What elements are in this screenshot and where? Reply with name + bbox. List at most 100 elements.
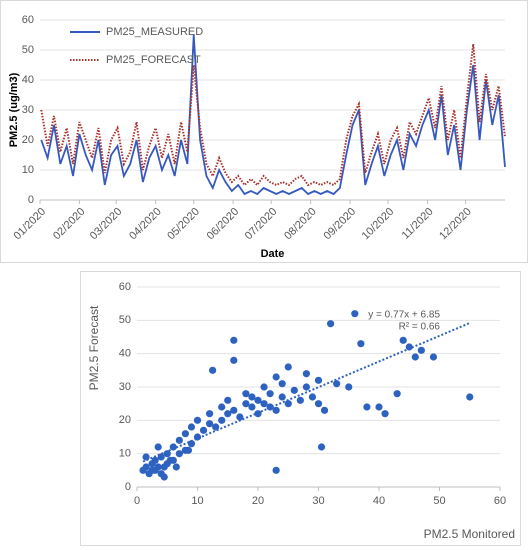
y-tick-label: 20 [22, 134, 34, 146]
scatter-point [224, 396, 232, 404]
scatter-point [154, 463, 162, 471]
legend-label: PM25_MEASURED [106, 26, 203, 38]
x-tick-label: 08/2020 [282, 206, 319, 243]
scatter-point [154, 443, 162, 451]
x-tick-label: 60 [494, 495, 506, 507]
scatter-point [160, 473, 168, 481]
scatter-point [230, 406, 238, 414]
scatter-point [142, 463, 150, 471]
scatter-point [466, 393, 474, 401]
x-tick-label: 02/2020 [51, 206, 88, 243]
y-tick-label: 50 [119, 314, 131, 326]
line-series [40, 34, 506, 196]
scatter-point [248, 403, 256, 411]
scatter-point [314, 400, 323, 408]
scatter-point [166, 456, 174, 464]
x-tick-label: 11/2020 [400, 206, 436, 242]
scatter-point [230, 356, 238, 364]
scatter-point [260, 383, 268, 391]
scatter-point [333, 380, 341, 388]
scatter-point [169, 443, 177, 451]
x-tick-label: 50 [433, 495, 445, 507]
x-tick-label: 06/2020 [205, 206, 242, 243]
scatter-point [242, 390, 250, 398]
scatter-point [266, 390, 274, 398]
scatter-point [230, 336, 238, 344]
scatter-point [254, 396, 262, 404]
x-tick-label: 30 [312, 495, 324, 507]
scatter-point [218, 403, 226, 411]
scatter-point [284, 400, 292, 408]
y-tick-label: 0 [28, 194, 34, 206]
scatter-point [187, 440, 196, 448]
x-tick-label: 09/2020 [322, 206, 359, 243]
x-axis-label: PM2.5 Monitored [424, 527, 515, 541]
y-tick-label: 30 [119, 381, 131, 393]
scatter-point [302, 383, 310, 391]
scatter-point [236, 413, 244, 421]
scatter-point [175, 436, 183, 444]
y-tick-label: 20 [119, 414, 131, 426]
scatter-point [181, 430, 189, 438]
scatter-point [212, 423, 220, 431]
scatter-point [363, 403, 371, 411]
x-tick-label: 07/2020 [243, 206, 280, 243]
scatter-point [172, 463, 180, 471]
scatter-point [272, 406, 280, 414]
scatter-point [284, 363, 292, 371]
scatter-point [248, 393, 256, 401]
x-tick-label: 05/2020 [165, 206, 202, 243]
scatter-point [187, 423, 196, 431]
x-tick-label: 10 [191, 495, 203, 507]
legend-label: PM25_FORECAST [106, 54, 201, 66]
scatter-point [278, 393, 286, 401]
annotation: R² = 0.66 [399, 322, 441, 333]
scatter-point [399, 336, 407, 344]
scatter-point [218, 416, 226, 424]
scatter-point [193, 416, 202, 424]
bottom-frame [80, 271, 521, 546]
y-tick-label: 40 [22, 74, 34, 86]
scatter-point [206, 420, 214, 428]
scatter-point [381, 410, 389, 418]
scatter-point [206, 410, 214, 418]
scatter-point [375, 403, 383, 411]
scatter-point [224, 410, 232, 418]
scatter-point [302, 370, 310, 378]
scatter-point [296, 396, 304, 404]
scatter-point [317, 443, 326, 451]
scatter-point [314, 376, 323, 384]
scatter-point [148, 466, 156, 474]
scatter-point [272, 466, 280, 474]
scatter-point [209, 366, 217, 374]
scatter-point [345, 383, 353, 391]
scatter-point [327, 320, 335, 328]
y-tick-label: 10 [119, 448, 131, 460]
y-tick-label: 0 [125, 481, 131, 493]
x-tick-label: 03/2020 [88, 206, 125, 243]
x-axis-label: Date [261, 248, 285, 260]
x-tick-label: 01/2020 [12, 206, 49, 243]
y-axis-label: PM2.5 (ug/m3) [8, 72, 20, 147]
scatter-point [357, 340, 365, 348]
scatter-point [320, 406, 329, 414]
scatter-point [405, 343, 413, 351]
scatter-point [199, 426, 208, 434]
scatter-point [351, 310, 359, 318]
y-tick-label: 30 [22, 104, 34, 116]
scatter-point [429, 353, 438, 361]
scatter-point [308, 393, 317, 401]
scatter-point [242, 400, 250, 408]
scatter-point [175, 450, 183, 458]
y-tick-label: 10 [22, 164, 34, 176]
scatter-point [266, 403, 274, 411]
scatter-point [184, 446, 193, 454]
line-series [40, 43, 506, 187]
scatter-point [260, 400, 268, 408]
y-tick-label: 60 [119, 281, 131, 293]
scatter-point [290, 386, 298, 394]
y-tick-label: 60 [22, 14, 34, 26]
x-tick-label: 0 [134, 495, 140, 507]
x-tick-label: 12/2020 [437, 206, 474, 243]
